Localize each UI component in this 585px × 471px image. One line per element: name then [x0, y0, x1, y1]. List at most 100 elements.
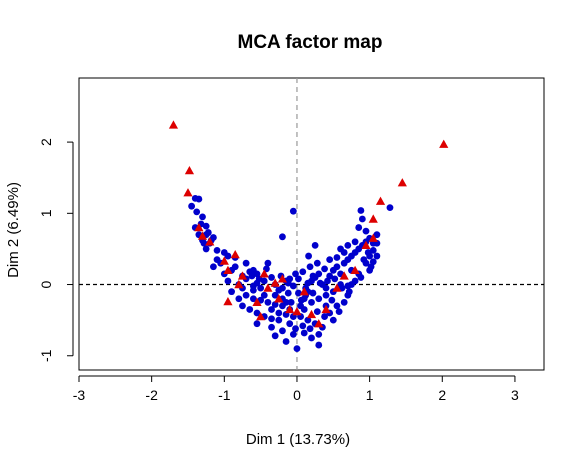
individual-point [322, 291, 330, 299]
individual-point [292, 325, 299, 333]
individual-point [299, 268, 307, 276]
individual-point [202, 222, 210, 230]
individual-point [210, 234, 217, 241]
category-point [194, 222, 204, 232]
individual-point [329, 316, 337, 324]
individual-point [315, 295, 323, 303]
individual-point [328, 296, 336, 304]
individual-point [357, 207, 365, 214]
individual-point [200, 239, 208, 247]
individual-point [202, 245, 210, 253]
individual-point [275, 316, 283, 324]
category-point [274, 294, 284, 303]
individual-point [306, 325, 314, 333]
individual-point [242, 259, 250, 267]
category-point [223, 265, 233, 274]
individual-point [224, 252, 232, 260]
individual-point [326, 256, 334, 264]
individual-point [322, 284, 330, 292]
individual-point [235, 295, 243, 303]
y-axis-label: Dim 2 (6.49%) [5, 182, 22, 278]
category-point [306, 309, 317, 319]
individual-point [295, 275, 302, 283]
x-tick-label: -2 [145, 387, 158, 403]
individual-point [344, 241, 352, 249]
individual-point [308, 334, 315, 342]
individual-point [340, 298, 348, 306]
category-point [350, 265, 360, 274]
individual-point [260, 291, 268, 299]
category-point [256, 311, 266, 321]
individual-point [308, 298, 315, 306]
individual-point [286, 320, 294, 328]
individual-point [231, 263, 239, 271]
x-axis: -3 -2 -1 0 1 2 3 [73, 375, 519, 403]
individual-point [316, 279, 324, 287]
individual-point [282, 338, 290, 345]
individual-point [282, 298, 290, 306]
individual-point [331, 275, 339, 283]
chart-title: MCA factor map [238, 32, 383, 53]
individual-point [360, 256, 368, 264]
individual-point [289, 330, 297, 338]
individual-point [315, 341, 323, 349]
individual-point [355, 224, 363, 231]
individual-point [249, 266, 257, 274]
individual-point [264, 259, 272, 267]
individual-point [337, 245, 344, 253]
individual-point [358, 215, 366, 223]
individual-point [369, 246, 377, 254]
individual-point [213, 246, 221, 254]
individual-point [306, 263, 314, 271]
individual-point [373, 231, 381, 239]
individual-point [386, 204, 394, 212]
individual-point [333, 302, 341, 310]
individual-point [289, 282, 297, 290]
individual-point [279, 327, 286, 335]
individual-point [246, 306, 254, 313]
category-point [234, 279, 244, 289]
individual-point [305, 252, 312, 260]
individual-point [293, 345, 301, 353]
category-point [223, 297, 233, 306]
individual-point [321, 265, 328, 273]
individual-point [193, 208, 201, 216]
category-point [361, 240, 371, 250]
individual-point [311, 241, 319, 249]
individual-point [271, 301, 279, 308]
individual-point [304, 279, 312, 287]
category-point [205, 237, 215, 246]
individual-point [304, 316, 312, 324]
individual-point [309, 289, 317, 297]
individual-point [271, 291, 279, 299]
individual-point [313, 308, 321, 315]
individual-point [300, 306, 308, 313]
x-axis-label: Dim 1 (13.73%) [246, 431, 350, 448]
individual-point [210, 263, 217, 271]
individual-point [315, 330, 323, 338]
individual-point [300, 329, 308, 337]
category-point [263, 283, 273, 292]
individual-point [369, 258, 377, 266]
category-point [321, 304, 331, 314]
data-points [168, 120, 449, 353]
individual-point [289, 207, 297, 215]
individual-point [275, 309, 283, 317]
y-tick-label: 0 [38, 280, 54, 288]
y-axis: -1 0 1 2 [38, 138, 74, 362]
individual-point [257, 284, 265, 292]
individual-point [268, 274, 275, 281]
individual-point [348, 281, 355, 288]
individual-point [284, 279, 292, 287]
reference-lines [79, 78, 544, 370]
category-point [184, 165, 195, 175]
x-tick-label: -3 [73, 387, 86, 403]
y-tick-label: -1 [38, 349, 54, 362]
individual-point [297, 296, 305, 304]
individual-point [199, 213, 206, 221]
individual-point [362, 227, 370, 235]
individual-point [228, 288, 235, 296]
individual-point [315, 270, 323, 278]
individual-point [309, 272, 317, 280]
individual-point [284, 289, 292, 297]
